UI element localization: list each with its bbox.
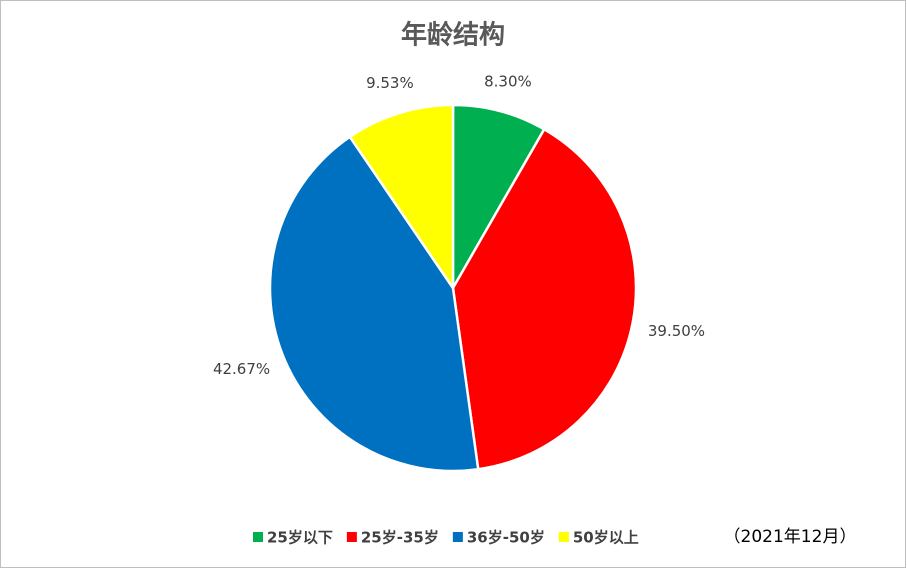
legend-label: 25岁-35岁 xyxy=(361,529,439,547)
legend-swatch xyxy=(346,532,357,542)
pie-slice xyxy=(348,103,455,293)
legend-swatch xyxy=(558,532,569,542)
data-label: 8.30% xyxy=(484,73,532,91)
legend-swatch xyxy=(452,532,463,542)
data-label: 42.67% xyxy=(213,360,270,378)
data-label: 39.50% xyxy=(648,322,705,340)
legend-label: 36岁-50岁 xyxy=(467,529,545,547)
legend-swatch xyxy=(253,532,263,542)
legend-label: 50岁以上 xyxy=(573,529,639,547)
data-label: 9.53% xyxy=(366,74,414,92)
pie-slice xyxy=(451,103,546,293)
legend-label: 25岁以下 xyxy=(267,529,333,547)
pie-slice xyxy=(268,135,480,473)
annotation: （2021年12月） xyxy=(724,527,857,547)
chart-title: 年龄结构 xyxy=(401,20,505,51)
pie-slice xyxy=(451,127,638,471)
